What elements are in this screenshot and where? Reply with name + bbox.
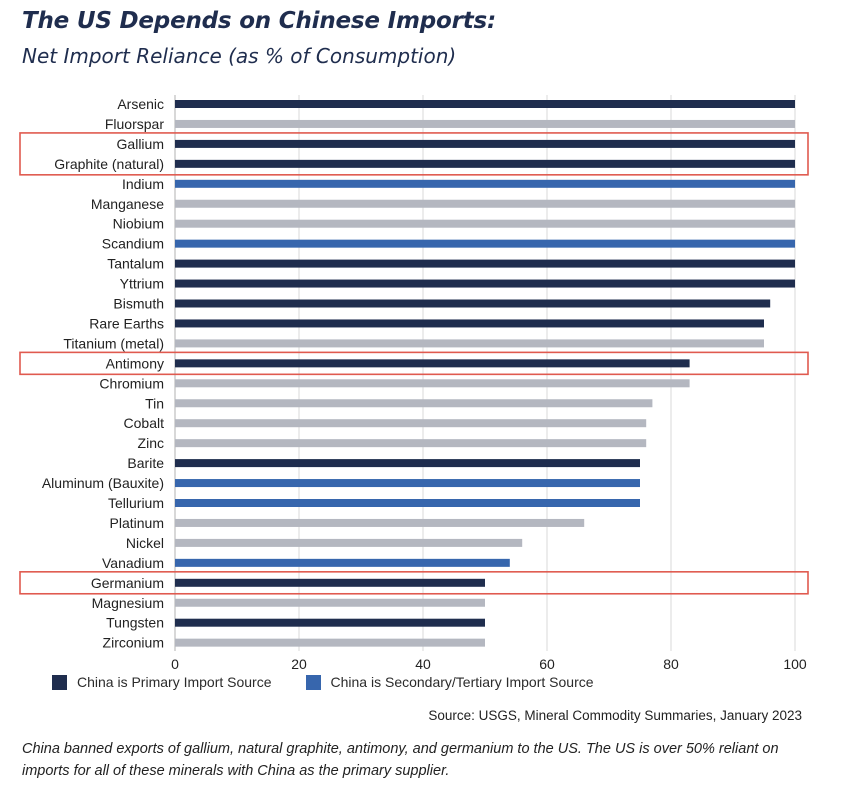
x-tick-label: 40 <box>415 656 431 672</box>
category-label: Chromium <box>99 375 164 391</box>
legend-item-primary: China is Primary Import Source <box>52 674 272 690</box>
bar-chart: Arsenic Fluorspar Gallium Graphite (natural… <box>19 95 809 672</box>
legend-item-secondary: China is Secondary/Tertiary Import Sourc… <box>305 674 594 690</box>
legend-swatch-primary <box>52 674 67 690</box>
category-label: Zinc <box>138 435 164 451</box>
category-label: Vanadium <box>102 555 164 571</box>
bar <box>175 119 795 128</box>
bar <box>175 558 510 567</box>
bar <box>175 139 795 148</box>
caption: China banned exports of gallium, natural… <box>22 741 779 779</box>
highlight-box <box>19 132 809 176</box>
bar <box>175 279 795 288</box>
bar <box>175 578 485 587</box>
bar <box>175 219 795 228</box>
category-label: Nickel <box>126 535 164 551</box>
bar <box>175 319 764 328</box>
legend-label-secondary: China is Secondary/Tertiary Import Sourc… <box>330 674 594 690</box>
category-label: Titanium (metal) <box>63 335 164 351</box>
highlight-box <box>19 351 809 376</box>
category-label: Niobium <box>113 216 164 232</box>
bar <box>175 638 485 647</box>
bar <box>175 479 640 488</box>
category-label: Scandium <box>102 236 164 252</box>
x-tick-label: 20 <box>291 656 307 672</box>
bar <box>175 459 640 468</box>
bar <box>175 499 640 507</box>
category-label: Cobalt <box>124 415 165 431</box>
category-label: Tellurium <box>108 495 164 511</box>
legend-swatch-secondary <box>305 674 321 690</box>
legend-label-primary: China is Primary Import Source <box>77 674 272 690</box>
bar <box>175 259 795 268</box>
category-label: Tungsten <box>106 615 164 631</box>
bar <box>175 299 771 308</box>
x-tick-label: 60 <box>539 656 555 672</box>
bar <box>175 538 523 547</box>
bar <box>175 339 764 348</box>
category-label: Magnesium <box>92 595 164 611</box>
bar <box>175 618 485 627</box>
bar <box>175 518 585 527</box>
bar <box>175 179 795 188</box>
bar <box>175 598 485 607</box>
category-label: Gallium <box>117 136 164 152</box>
x-tick-label: 0 <box>171 656 179 672</box>
chart-subtitle: Net Import Reliance (as % of Consumption… <box>22 44 457 68</box>
category-label: Platinum <box>110 515 164 531</box>
category-label: Indium <box>122 176 164 192</box>
category-label: Aluminum (Bauxite) <box>42 475 164 491</box>
bar <box>175 359 690 368</box>
category-label: Yttrium <box>120 276 164 292</box>
bar <box>175 100 795 108</box>
source-note: Source: USGS, Mineral Commodity Summarie… <box>428 708 802 723</box>
chart-title: The US Depends on Chinese Imports: <box>22 8 497 34</box>
category-label: Fluorspar <box>105 116 164 132</box>
bar <box>175 419 647 428</box>
category-label: Manganese <box>91 196 164 212</box>
bar <box>175 199 795 208</box>
bar <box>175 239 795 248</box>
x-tick-label: 100 <box>783 656 807 672</box>
bar <box>175 439 647 448</box>
category-label: Tantalum <box>107 256 164 272</box>
bar <box>175 399 653 408</box>
category-label: Bismuth <box>113 296 164 312</box>
category-label: Zirconium <box>103 635 164 651</box>
category-label: Germanium <box>91 575 164 591</box>
category-label: Rare Earths <box>89 315 164 331</box>
x-tick-label: 80 <box>663 656 679 672</box>
category-label: Graphite (natural) <box>54 156 164 172</box>
category-label: Arsenic <box>117 96 164 112</box>
highlight-box <box>19 571 809 595</box>
bar <box>175 159 795 168</box>
bar <box>175 379 690 388</box>
legend: China is Primary Import Source China is … <box>52 674 628 690</box>
category-label: Tin <box>145 395 164 411</box>
category-label: Barite <box>127 455 164 471</box>
category-label: Antimony <box>106 355 164 371</box>
